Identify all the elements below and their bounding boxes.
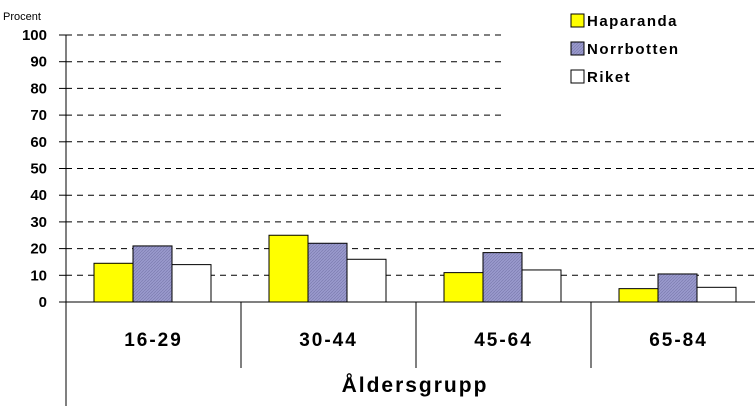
bar-riket-65-84: [696, 286, 737, 303]
y-axis-label: Procent: [3, 11, 41, 23]
bar-norrbotten-16-29: [132, 245, 173, 303]
y-tick-label: 0: [39, 294, 47, 311]
bar-haparanda-30-44: [268, 234, 309, 303]
y-tick-label: 70: [30, 107, 47, 124]
legend-swatch: [570, 69, 585, 84]
x-axis-label: Åldersgrupp: [342, 373, 489, 397]
bar-norrbotten-30-44: [307, 242, 348, 303]
bar-riket-30-44: [346, 258, 387, 303]
bar-norrbotten-45-64: [482, 252, 523, 303]
legend-swatch: [570, 41, 585, 56]
gridlines: [66, 34, 755, 276]
y-tick-label: 100: [22, 27, 47, 44]
bars: [93, 234, 737, 303]
legend-label: Norrbotten: [587, 41, 680, 58]
y-tick-label: 40: [30, 187, 47, 204]
bar-riket-45-64: [521, 269, 562, 303]
bar-haparanda-65-84: [618, 288, 659, 303]
legend-label: Riket: [587, 69, 631, 86]
y-tick-label: 30: [30, 214, 47, 231]
y-tick-label: 10: [30, 267, 47, 284]
bar-haparanda-45-64: [443, 272, 484, 303]
category-label: 30-44: [299, 330, 358, 351]
category-label: 65-84: [649, 330, 708, 351]
bar-riket-16-29: [171, 264, 212, 303]
bar-haparanda-16-29: [93, 262, 134, 303]
y-tick-label: 20: [30, 241, 47, 258]
y-tick-label: 50: [30, 161, 47, 178]
y-tick-label: 80: [30, 80, 47, 97]
axes: 0 10 20 30 40 50 60 70 80 90 100 16-29 30-44 45-64 65-…: [22, 27, 755, 406]
category-label: 45-64: [474, 330, 533, 351]
legend-swatch: [570, 13, 585, 28]
y-tick-label: 60: [30, 134, 47, 151]
legend-label: Haparanda: [587, 13, 678, 30]
bar-norrbotten-65-84: [657, 273, 698, 303]
y-tick-label: 90: [30, 54, 47, 71]
category-label: 16-29: [124, 330, 183, 351]
legend: Haparanda Norrbotten Riket: [570, 13, 680, 86]
